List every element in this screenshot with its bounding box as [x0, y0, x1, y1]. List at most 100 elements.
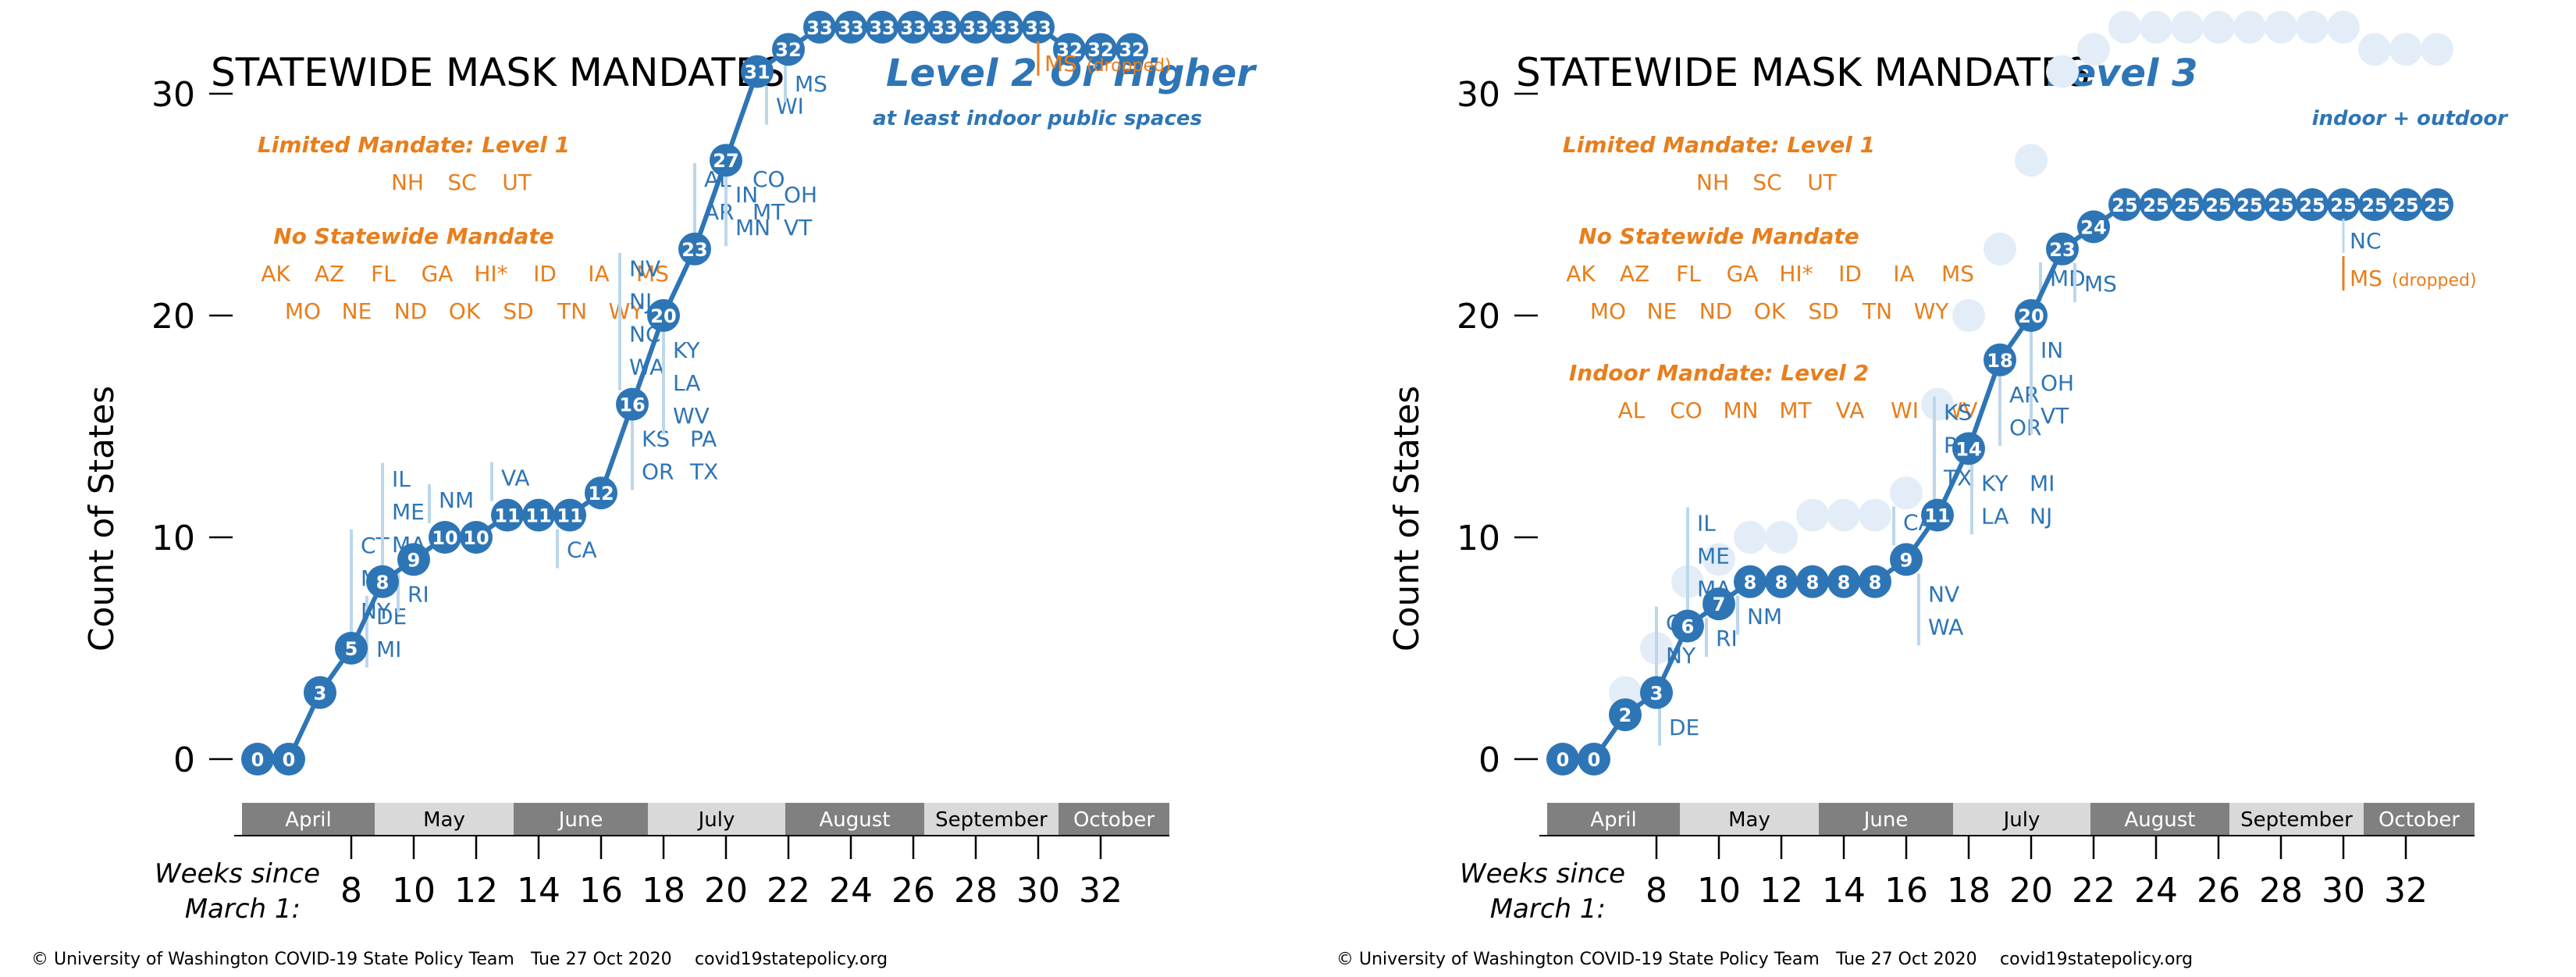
- dropped-state-label: MS: [2350, 266, 2382, 291]
- month-band: [2364, 803, 2475, 836]
- x-tick-label: 14: [517, 871, 560, 911]
- month-label: June: [557, 808, 603, 832]
- ghost-point: [1734, 521, 1767, 554]
- legend-state-label: OK: [449, 298, 481, 324]
- y-axis-label: Count of States: [1387, 386, 1427, 651]
- data-point: [2046, 232, 2079, 266]
- data-point: [1546, 743, 1579, 776]
- x-tick-label: 30: [1016, 871, 1060, 911]
- x-tick-label: 14: [1822, 871, 1866, 911]
- data-point-label: 11: [525, 505, 551, 527]
- ghost-point: [2296, 10, 2329, 44]
- data-point-label: 5: [345, 638, 358, 660]
- annotation-state-label: NM: [1747, 604, 1782, 629]
- data-point: [991, 10, 1023, 44]
- data-point: [1609, 698, 1642, 732]
- data-point-label: 6: [1681, 616, 1695, 638]
- x-tick-label: 12: [1759, 871, 1803, 911]
- data-point-label: 3: [314, 683, 327, 704]
- data-point-label: 11: [1924, 505, 1950, 527]
- legend-state-label: AZ: [1620, 261, 1649, 287]
- x-tick-label: 24: [2134, 871, 2178, 911]
- data-point: [241, 743, 274, 776]
- ghost-point: [2140, 10, 2172, 44]
- data-point-label: 33: [869, 17, 895, 39]
- annotation-state-label: CT: [361, 533, 390, 558]
- data-point-label: 25: [2143, 194, 2169, 216]
- data-point-label: 3: [1650, 683, 1663, 704]
- data-point-label: 32: [1119, 39, 1144, 61]
- legend-state-label: MO: [285, 298, 321, 324]
- month-label: October: [1073, 808, 1155, 832]
- annotation-state-label: ME: [392, 499, 425, 525]
- legend-state-label: UT: [502, 169, 532, 195]
- data-point: [1053, 33, 1086, 66]
- data-point: [553, 498, 586, 532]
- legend-state-label: HI*: [474, 261, 507, 287]
- annotation-state-label: IL: [1697, 511, 1716, 537]
- data-point: [2202, 188, 2235, 221]
- data-point-label: 25: [2330, 194, 2356, 216]
- y-tick-label: 20: [1457, 297, 1500, 337]
- legend-state-label: GA: [422, 261, 454, 287]
- annotation-state-label: NJ: [2030, 503, 2052, 529]
- legend-state-label: MS: [636, 261, 669, 287]
- data-point: [397, 543, 430, 576]
- y-axis-label: Count of States: [82, 386, 122, 651]
- ghost-point: [1984, 232, 2016, 266]
- data-point-label: 25: [2299, 194, 2325, 216]
- legend-state-label: FL: [1676, 261, 1701, 287]
- data-point: [834, 10, 867, 44]
- y-tick-label: 30: [151, 75, 195, 115]
- annotation-state-label: WA: [1928, 614, 1963, 640]
- legend-state-label: ND: [394, 298, 428, 324]
- annotation-state-label: NV: [1928, 581, 1959, 607]
- data-point: [2077, 210, 2110, 244]
- data-point-label: 23: [2049, 239, 2075, 261]
- legend-group-title: Limited Mandate: Level 1: [1563, 132, 1875, 158]
- x-axis-label-line2: March 1:: [1490, 893, 1606, 925]
- data-point-label: 16: [619, 394, 645, 416]
- x-axis-label-line1: Weeks since: [155, 858, 320, 890]
- legend-group-title: No Statewide Mandate: [1578, 223, 1859, 249]
- ghost-point: [1796, 498, 1829, 532]
- x-tick-label: 20: [2009, 871, 2053, 911]
- month-label: May: [1728, 808, 1770, 832]
- data-point: [928, 10, 961, 44]
- x-tick-label: 16: [579, 871, 623, 911]
- legend-group-title: Indoor Mandate: Level 2: [1569, 360, 1869, 386]
- data-point: [647, 299, 680, 332]
- ghost-point: [2046, 55, 2079, 88]
- footer-site: covid19statepolicy.org: [2000, 950, 2193, 969]
- dropped-note: (dropped): [1087, 56, 1172, 76]
- data-point-label: 2: [1619, 704, 1632, 726]
- month-band: [1819, 803, 1953, 836]
- data-point-label: 14: [1955, 438, 1981, 460]
- legend-state-label: TN: [1862, 298, 1892, 324]
- x-axis-label-line1: Weeks since: [1460, 858, 1625, 890]
- month-label: September: [2240, 808, 2353, 832]
- data-point: [2327, 188, 2360, 221]
- ghost-point: [1890, 476, 1923, 510]
- ghost-point: [1859, 498, 1891, 532]
- legend-state-label: MO: [1590, 298, 1626, 324]
- month-label: October: [2379, 808, 2460, 832]
- dropped-note: (dropped): [2392, 271, 2477, 291]
- annotation-state-label: NM: [439, 487, 474, 513]
- ghost-point: [1703, 543, 1735, 576]
- footer-copyright: © University of Washington COVID-19 Stat…: [31, 950, 514, 969]
- month-label: April: [285, 808, 331, 832]
- legend-state-label: SD: [1808, 298, 1838, 324]
- annotation-state-label: LA: [1981, 503, 2008, 529]
- data-point-label: 33: [806, 17, 832, 39]
- annotation-state-label: IL: [392, 466, 411, 492]
- annotation-state-label: KY: [673, 337, 700, 363]
- data-point-label: 33: [931, 17, 957, 39]
- ghost-point: [2015, 144, 2048, 177]
- x-tick-label: 16: [1884, 871, 1928, 911]
- data-point-label: 24: [2080, 216, 2106, 238]
- data-point-label: 33: [962, 17, 988, 39]
- x-tick-label: 24: [829, 871, 873, 911]
- data-point: [710, 144, 742, 177]
